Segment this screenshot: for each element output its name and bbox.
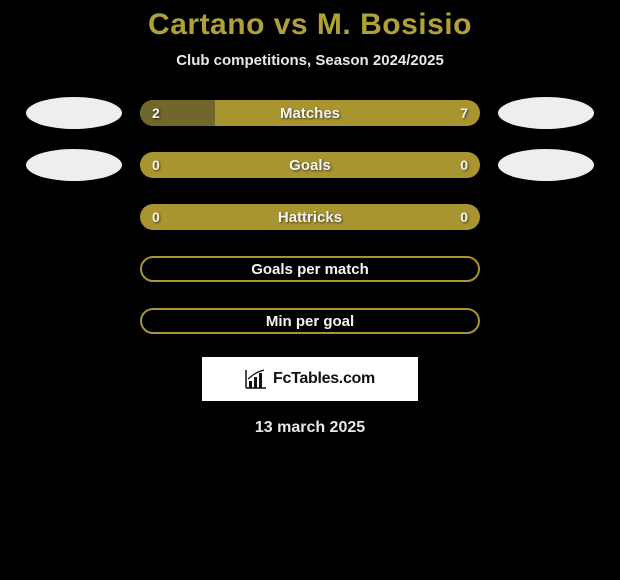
stat-row: Min per goal [0,305,620,337]
spacer [498,305,594,337]
season-subtitle: Club competitions, Season 2024/2025 [0,52,620,69]
stat-row: Goals per match [0,253,620,285]
chart-icon [245,369,267,389]
player-left-badge [26,149,122,181]
stat-row: 0Goals0 [0,149,620,181]
stat-bar-empty: Goals per match [140,256,480,282]
comparison-title: Cartano vs M. Bosisio [0,8,620,42]
spacer [498,253,594,285]
stat-label: Matches [140,105,480,122]
stat-label: Goals [140,157,480,174]
stat-right-value: 7 [460,105,468,121]
player-left-badge [26,97,122,129]
player-right-badge [498,97,594,129]
stat-right-value: 0 [460,209,468,225]
spacer [26,253,122,285]
logo-text: FcTables.com [273,370,375,388]
stat-row: 0Hattricks0 [0,201,620,233]
stat-bar-empty: Min per goal [140,308,480,334]
stat-label: Min per goal [142,313,478,330]
stat-bar: 0Hattricks0 [140,204,480,230]
date-label: 13 march 2025 [0,419,620,437]
main-container: Cartano vs M. Bosisio Club competitions,… [0,0,620,437]
stat-rows: 2Matches70Goals00Hattricks0Goals per mat… [0,97,620,337]
fctables-logo: FcTables.com [202,357,418,401]
player-right-badge [498,149,594,181]
stat-right-value: 0 [460,157,468,173]
stat-label: Goals per match [142,261,478,278]
stat-bar: 2Matches7 [140,100,480,126]
stat-row: 2Matches7 [0,97,620,129]
spacer [498,201,594,233]
stat-bar: 0Goals0 [140,152,480,178]
stat-label: Hattricks [140,209,480,226]
spacer [26,305,122,337]
spacer [26,201,122,233]
